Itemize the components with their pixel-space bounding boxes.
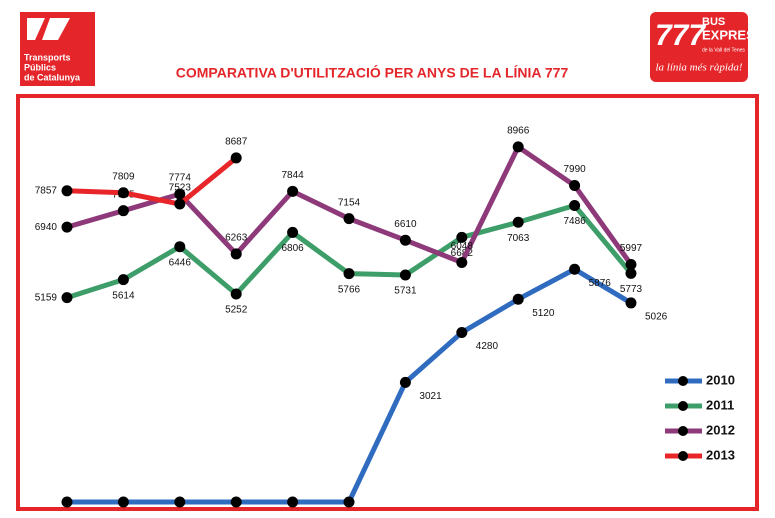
data-point bbox=[287, 226, 299, 238]
plot: 3021 4280 5120 5876 5026 5159 5614 6446 5252 6806… bbox=[35, 126, 735, 508]
value-label: 6682 bbox=[451, 248, 474, 259]
value-label: 5026 bbox=[645, 312, 668, 323]
data-point bbox=[174, 496, 186, 508]
right-logo: 777 BUS EXPRES de la Vall del Tenes la l… bbox=[650, 12, 755, 82]
value-label: 8966 bbox=[507, 126, 530, 137]
data-point bbox=[174, 188, 186, 200]
data-point bbox=[399, 234, 411, 246]
value-label: 5252 bbox=[225, 305, 248, 316]
data-point bbox=[61, 185, 73, 197]
logo-text: Transports bbox=[24, 52, 71, 62]
data-point bbox=[230, 248, 242, 260]
value-label: 5159 bbox=[35, 292, 58, 303]
series-line bbox=[66, 155, 238, 207]
value-label: 6610 bbox=[394, 219, 417, 230]
value-label: 3021 bbox=[419, 391, 442, 402]
data-point bbox=[456, 256, 468, 268]
legend-label: 2012 bbox=[706, 422, 735, 437]
logo-text: EXPRES bbox=[702, 27, 755, 42]
left-logo: Transports Públics de Catalunya bbox=[20, 12, 95, 86]
value-label: 6263 bbox=[225, 233, 248, 244]
data-point bbox=[343, 268, 355, 280]
logo-text: BUS bbox=[702, 16, 725, 28]
value-label: 7774 bbox=[169, 173, 192, 184]
value-label: 7990 bbox=[563, 164, 586, 175]
value-label: 5876 bbox=[589, 278, 612, 289]
logo-slogan: la línia més ràpida! bbox=[655, 62, 742, 74]
data-point bbox=[456, 231, 468, 243]
legend-label: 2011 bbox=[706, 397, 734, 412]
logo-text: de la Vall del Tenes bbox=[702, 47, 745, 53]
data-point bbox=[625, 267, 637, 279]
logo-bg bbox=[650, 12, 748, 82]
data-point bbox=[625, 297, 637, 309]
data-point bbox=[230, 496, 242, 508]
data-point bbox=[287, 185, 299, 197]
legend-label: 2010 bbox=[706, 372, 735, 387]
value-label: 6446 bbox=[169, 257, 192, 268]
logo-text: Públics bbox=[24, 62, 56, 72]
data-point bbox=[569, 199, 581, 211]
logo-number: 777 bbox=[655, 19, 706, 52]
value-label: 5731 bbox=[394, 286, 417, 297]
value-label: 7523 bbox=[169, 183, 192, 194]
data-point bbox=[61, 221, 73, 233]
value-label: 6940 bbox=[35, 222, 58, 233]
data-point bbox=[287, 496, 299, 508]
chart-title: COMPARATIVA D'UTILITZACIÓ PER ANYS DE LA… bbox=[176, 64, 569, 81]
value-label: 7154 bbox=[338, 197, 361, 208]
value-label: 6048 bbox=[451, 241, 474, 252]
value-label: 8687 bbox=[225, 137, 248, 148]
data-point bbox=[117, 496, 129, 508]
data-point bbox=[343, 213, 355, 225]
value-label: 6806 bbox=[281, 243, 304, 254]
data-point bbox=[174, 241, 186, 253]
series-line bbox=[67, 266, 633, 505]
value-label: 4280 bbox=[476, 341, 499, 352]
logo-shape bbox=[42, 18, 70, 40]
data-point bbox=[61, 292, 73, 304]
data-point bbox=[117, 187, 129, 199]
data-point bbox=[456, 326, 468, 338]
legend-dot bbox=[678, 401, 688, 411]
logo-shape bbox=[27, 18, 45, 40]
data-point bbox=[61, 496, 73, 508]
value-label: 7063 bbox=[507, 233, 530, 244]
data-point bbox=[117, 205, 129, 217]
data-point bbox=[230, 152, 242, 164]
legend-dot bbox=[678, 376, 688, 386]
data-point bbox=[399, 376, 411, 388]
value-label: 5120 bbox=[532, 308, 555, 319]
value-label: 5997 bbox=[620, 243, 643, 254]
value-label: 5614 bbox=[112, 290, 135, 301]
value-label: 7809 bbox=[112, 171, 135, 182]
data-point bbox=[512, 141, 524, 153]
data-point bbox=[569, 263, 581, 275]
legend-dot bbox=[678, 426, 688, 436]
value-label: 7486 bbox=[563, 216, 586, 227]
data-point bbox=[343, 496, 355, 508]
data-point bbox=[117, 274, 129, 286]
value-label: 5773 bbox=[620, 284, 643, 295]
data-point bbox=[569, 180, 581, 192]
data-point bbox=[512, 293, 524, 305]
chart-frame bbox=[16, 94, 759, 511]
data-point bbox=[399, 269, 411, 281]
data-point bbox=[230, 288, 242, 300]
data-point bbox=[174, 198, 186, 210]
value-label: 7857 bbox=[35, 185, 58, 196]
legend-dot bbox=[678, 451, 688, 461]
data-point bbox=[512, 216, 524, 228]
data-point bbox=[625, 258, 637, 270]
value-label: 5766 bbox=[338, 284, 361, 295]
legend-label: 2013 bbox=[706, 447, 735, 462]
value-label: 7844 bbox=[281, 170, 304, 181]
logo-text: de Catalunya bbox=[24, 72, 81, 82]
